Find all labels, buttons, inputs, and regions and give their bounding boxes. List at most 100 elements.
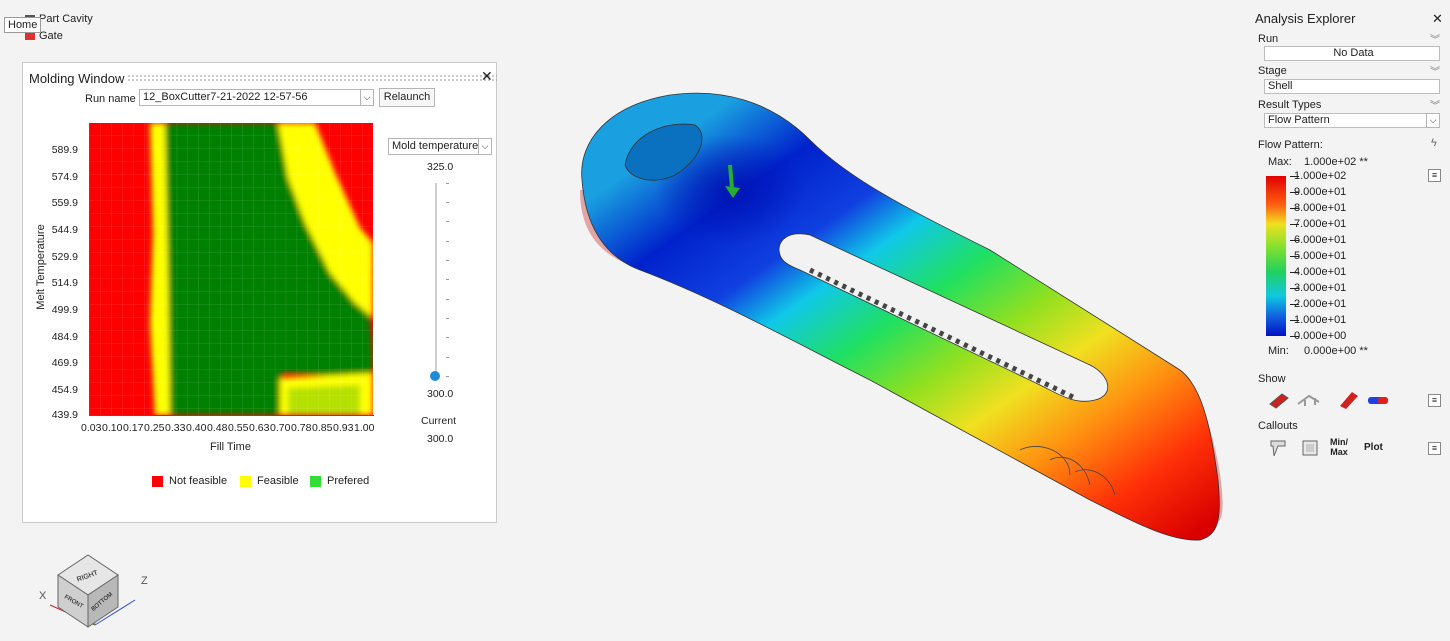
flow-pattern-label: Flow Pattern: <box>1258 139 1323 151</box>
current-value: 300.0 <box>427 433 454 445</box>
lightning-icon[interactable]: ϟ <box>1431 137 1437 149</box>
slider-tick <box>446 241 449 242</box>
cube-face-right[interactable] <box>87 574 119 628</box>
x-tick: 0.17 <box>123 422 144 434</box>
view-cube[interactable]: RIGHT FRONT BOTTOM X Z <box>30 545 160 635</box>
result-type-select[interactable]: Flow Pattern <box>1264 113 1427 128</box>
probe-callout-icon[interactable] <box>1268 438 1288 458</box>
y-tick: 469.9 <box>51 357 78 369</box>
y-axis-line <box>89 123 90 416</box>
x-tick: 0.85 <box>312 422 333 434</box>
part-hole <box>624 123 703 181</box>
y-tick: 514.9 <box>51 277 78 289</box>
run-label: Run <box>1258 33 1279 45</box>
home-tooltip: Home <box>4 17 42 33</box>
x-tick: 0.40 <box>186 422 207 434</box>
axis-label-x: X <box>39 590 47 602</box>
show-runners-icon[interactable] <box>1295 390 1325 410</box>
y-tick: 529.9 <box>51 251 78 263</box>
menu-icon[interactable]: ≡ <box>1428 394 1441 407</box>
max-label: Max: <box>1268 156 1292 168</box>
scale-label: 5.000e+01 <box>1294 250 1347 262</box>
part-3d-model[interactable] <box>570 80 1230 550</box>
part-cavity-label: Part Cavity <box>39 13 93 25</box>
close-icon[interactable]: ✕ <box>1432 11 1443 26</box>
y-tick: 589.9 <box>51 144 78 156</box>
panel-drag-handle[interactable] <box>127 74 497 82</box>
x-tick: 0.10 <box>102 422 123 434</box>
y-tick: 559.9 <box>51 197 78 209</box>
show-gradient-icon[interactable] <box>1366 392 1392 408</box>
slider-tick <box>446 376 449 377</box>
legend-preferred: Prefered <box>310 475 369 487</box>
scale-label: 1.000e+02 <box>1294 170 1347 182</box>
minmax-callout-button[interactable]: Min/ Max <box>1330 437 1348 457</box>
legend-feasible: Feasible <box>240 475 299 487</box>
heatmap-grid <box>90 123 373 415</box>
not-feasible-swatch <box>152 475 163 487</box>
chevron-down-icon[interactable]: ⌵ <box>360 89 374 106</box>
analysis-explorer-panel: Analysis Explorer ✕ Run ︾ No Data Stage … <box>1250 0 1450 641</box>
molding-window-panel: Molding Window ✕ Run name 12_BoxCutter7-… <box>22 62 497 523</box>
preferred-swatch <box>310 475 321 487</box>
scale-tick <box>1290 224 1299 225</box>
collapse-chevron-icon[interactable]: ︾ <box>1430 101 1440 112</box>
slider-tick <box>446 357 449 358</box>
scale-label: 0.000e+00 <box>1294 330 1347 342</box>
molding-window-title: Molding Window <box>29 71 125 86</box>
x-tick: 0.48 <box>207 422 228 434</box>
result-types-label: Result Types <box>1258 99 1322 111</box>
collapse-chevron-icon[interactable]: ︾ <box>1430 35 1440 46</box>
x-tick: 1.00 <box>354 422 375 434</box>
scale-label: 1.000e+01 <box>1294 314 1347 326</box>
chevron-down-icon[interactable]: ⌵ <box>1426 113 1440 128</box>
slider-max-label: 325.0 <box>427 161 454 173</box>
slider-tick <box>446 299 449 300</box>
slider-tick <box>446 183 449 184</box>
x-axis-line <box>89 415 374 416</box>
scale-label: 7.000e+01 <box>1294 218 1347 230</box>
scale-label: 8.000e+01 <box>1294 202 1347 214</box>
chevron-down-icon[interactable]: ⌵ <box>478 138 492 155</box>
parameter-select[interactable]: Mold temperature <box>388 138 492 155</box>
scale-tick <box>1290 336 1299 337</box>
scale-tick <box>1290 288 1299 289</box>
current-label: Current <box>421 415 457 427</box>
scale-tick <box>1290 176 1299 177</box>
callouts-label: Callouts <box>1258 420 1298 432</box>
mold-temperature-slider[interactable] <box>435 183 437 377</box>
scale-tick <box>1290 240 1299 241</box>
y-tick: 499.9 <box>51 304 78 316</box>
menu-icon[interactable]: ≡ <box>1428 169 1441 182</box>
feasible-label: Feasible <box>257 475 299 487</box>
slider-tick <box>446 337 449 338</box>
x-tick: 0.93 <box>333 422 354 434</box>
y-tick: 454.9 <box>51 384 78 396</box>
slider-thumb[interactable] <box>430 371 440 381</box>
stage-label: Stage <box>1258 65 1287 77</box>
x-axis-label: Fill Time <box>210 441 251 453</box>
plot-callout-button[interactable]: Plot <box>1364 442 1383 453</box>
scale-label: 9.000e+01 <box>1294 186 1347 198</box>
show-label: Show <box>1258 373 1286 385</box>
menu-icon[interactable]: ≡ <box>1428 442 1441 455</box>
run-name-select[interactable]: 12_BoxCutter7-21-2022 12-57-56 <box>139 89 374 106</box>
x-tick: 0.63 <box>249 422 270 434</box>
x-tick: 0.33 <box>165 422 186 434</box>
not-feasible-label: Not feasible <box>169 475 228 487</box>
note-callout-icon[interactable] <box>1300 438 1320 458</box>
gate-arrow <box>728 164 734 189</box>
legend-not-feasible: Not feasible <box>152 475 227 487</box>
part-slot <box>778 233 1108 402</box>
min-label: Min: <box>1268 345 1289 357</box>
collapse-chevron-icon[interactable]: ︾ <box>1430 67 1440 78</box>
x-tick: 0.25 <box>144 422 165 434</box>
show-part-icon[interactable] <box>1268 390 1290 410</box>
relaunch-button[interactable]: Relaunch <box>379 88 435 107</box>
show-result-icon[interactable] <box>1338 390 1360 410</box>
close-icon[interactable]: ✕ <box>481 68 493 84</box>
stage-field[interactable]: Shell <box>1264 79 1440 94</box>
y-axis-label: Melt Temperature <box>35 224 47 310</box>
x-tick: 0.78 <box>291 422 312 434</box>
run-value-field[interactable]: No Data <box>1264 46 1440 61</box>
